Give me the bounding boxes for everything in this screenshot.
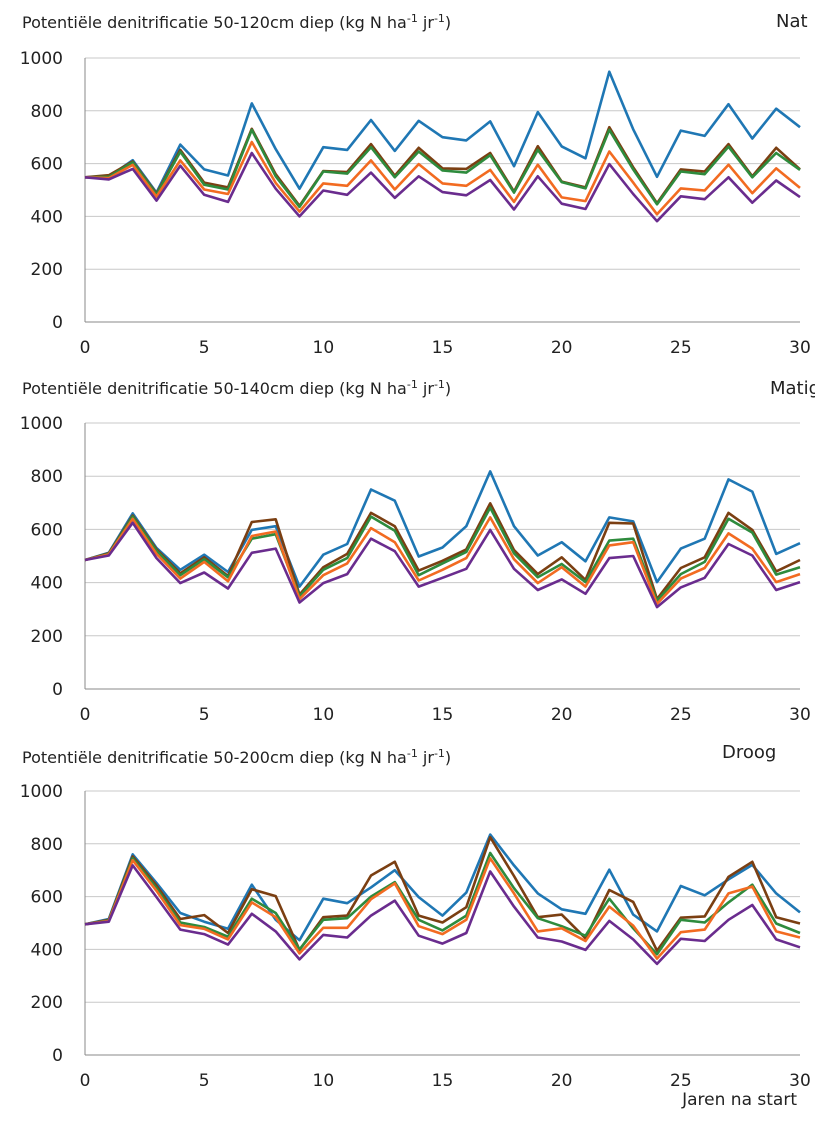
series-line-5 — [84, 151, 801, 223]
chart-panel-2: 0 200 400 600 800 1000 0 5 10 15 20 25 30 Potentiële … — [20, 378, 815, 725]
y-tick-label: 400 — [31, 940, 63, 960]
series-line-4 — [84, 856, 801, 960]
panel-condition-label: Droog — [722, 742, 776, 763]
chart-panel-1: 0 200 400 600 800 1000 0 5 10 15 20 25 30 Potentiële … — [20, 11, 811, 358]
series-line-5 — [84, 864, 801, 966]
y-tick-label: 600 — [31, 888, 63, 908]
series-line-2 — [84, 835, 801, 953]
panel-condition-label: Matig — [770, 378, 815, 399]
x-tick-label: 0 — [80, 705, 91, 725]
y-tick-label: 600 — [31, 520, 63, 540]
series-line-1 — [84, 470, 801, 588]
series-line-1 — [84, 833, 801, 942]
y-tick-label: 800 — [31, 102, 63, 122]
x-tick-label: 30 — [789, 338, 811, 358]
y-tick-label: 1000 — [20, 782, 63, 802]
y-tick-label: 200 — [31, 260, 63, 280]
x-tick-label: 25 — [670, 705, 692, 725]
x-tick-label: 5 — [199, 338, 210, 358]
x-tick-label: 15 — [432, 1071, 454, 1091]
y-tick-label: 1000 — [20, 414, 63, 434]
x-tick-label: 10 — [313, 705, 335, 725]
y-tick-label: 200 — [31, 993, 63, 1013]
x-axis-label: Jaren na start — [682, 1090, 797, 1110]
series-line-3 — [84, 506, 801, 603]
y-tick-label: 0 — [52, 680, 63, 700]
series-line-5 — [84, 521, 801, 609]
y-tick-label: 600 — [31, 155, 63, 175]
series-line-2 — [84, 501, 801, 601]
y-tick-label: 0 — [52, 313, 63, 333]
x-tick-label: 25 — [670, 338, 692, 358]
x-tick-label: 15 — [432, 705, 454, 725]
series-line-3 — [84, 851, 801, 956]
x-tick-label: 30 — [789, 1071, 811, 1091]
series-line-4 — [84, 140, 801, 216]
x-tick-label: 25 — [670, 1071, 692, 1091]
series-line-4 — [84, 516, 801, 606]
panel-condition-label: Nat — [776, 11, 808, 32]
y-tick-label: 800 — [31, 467, 63, 487]
chart-title: Potentiële denitrificatie 50-120cm diep … — [22, 12, 451, 32]
x-tick-label: 10 — [313, 338, 335, 358]
chart-panel-3: 0 200 400 600 800 1000 0 5 10 15 20 25 30 Potentiële … — [20, 742, 811, 1091]
x-tick-label: 10 — [313, 1071, 335, 1091]
y-tick-label: 400 — [31, 207, 63, 227]
x-tick-label: 15 — [432, 338, 454, 358]
y-tick-label: 800 — [31, 835, 63, 855]
x-tick-label: 20 — [551, 338, 573, 358]
y-tick-label: 400 — [31, 574, 63, 594]
y-tick-label: 0 — [52, 1046, 63, 1066]
chart-title: Potentiële denitrificatie 50-200cm diep … — [22, 747, 451, 767]
x-tick-label: 0 — [80, 1071, 91, 1091]
x-tick-label: 20 — [551, 705, 573, 725]
chart-title: Potentiële denitrificatie 50-140cm diep … — [22, 378, 451, 398]
x-tick-label: 5 — [199, 1071, 210, 1091]
x-tick-label: 5 — [199, 705, 210, 725]
series-line-1 — [84, 70, 801, 194]
x-tick-label: 0 — [80, 338, 91, 358]
y-tick-label: 200 — [31, 627, 63, 647]
x-tick-label: 20 — [551, 1071, 573, 1091]
x-tick-label: 30 — [789, 705, 811, 725]
y-tick-label: 1000 — [20, 49, 63, 69]
series-line-3 — [84, 128, 801, 209]
